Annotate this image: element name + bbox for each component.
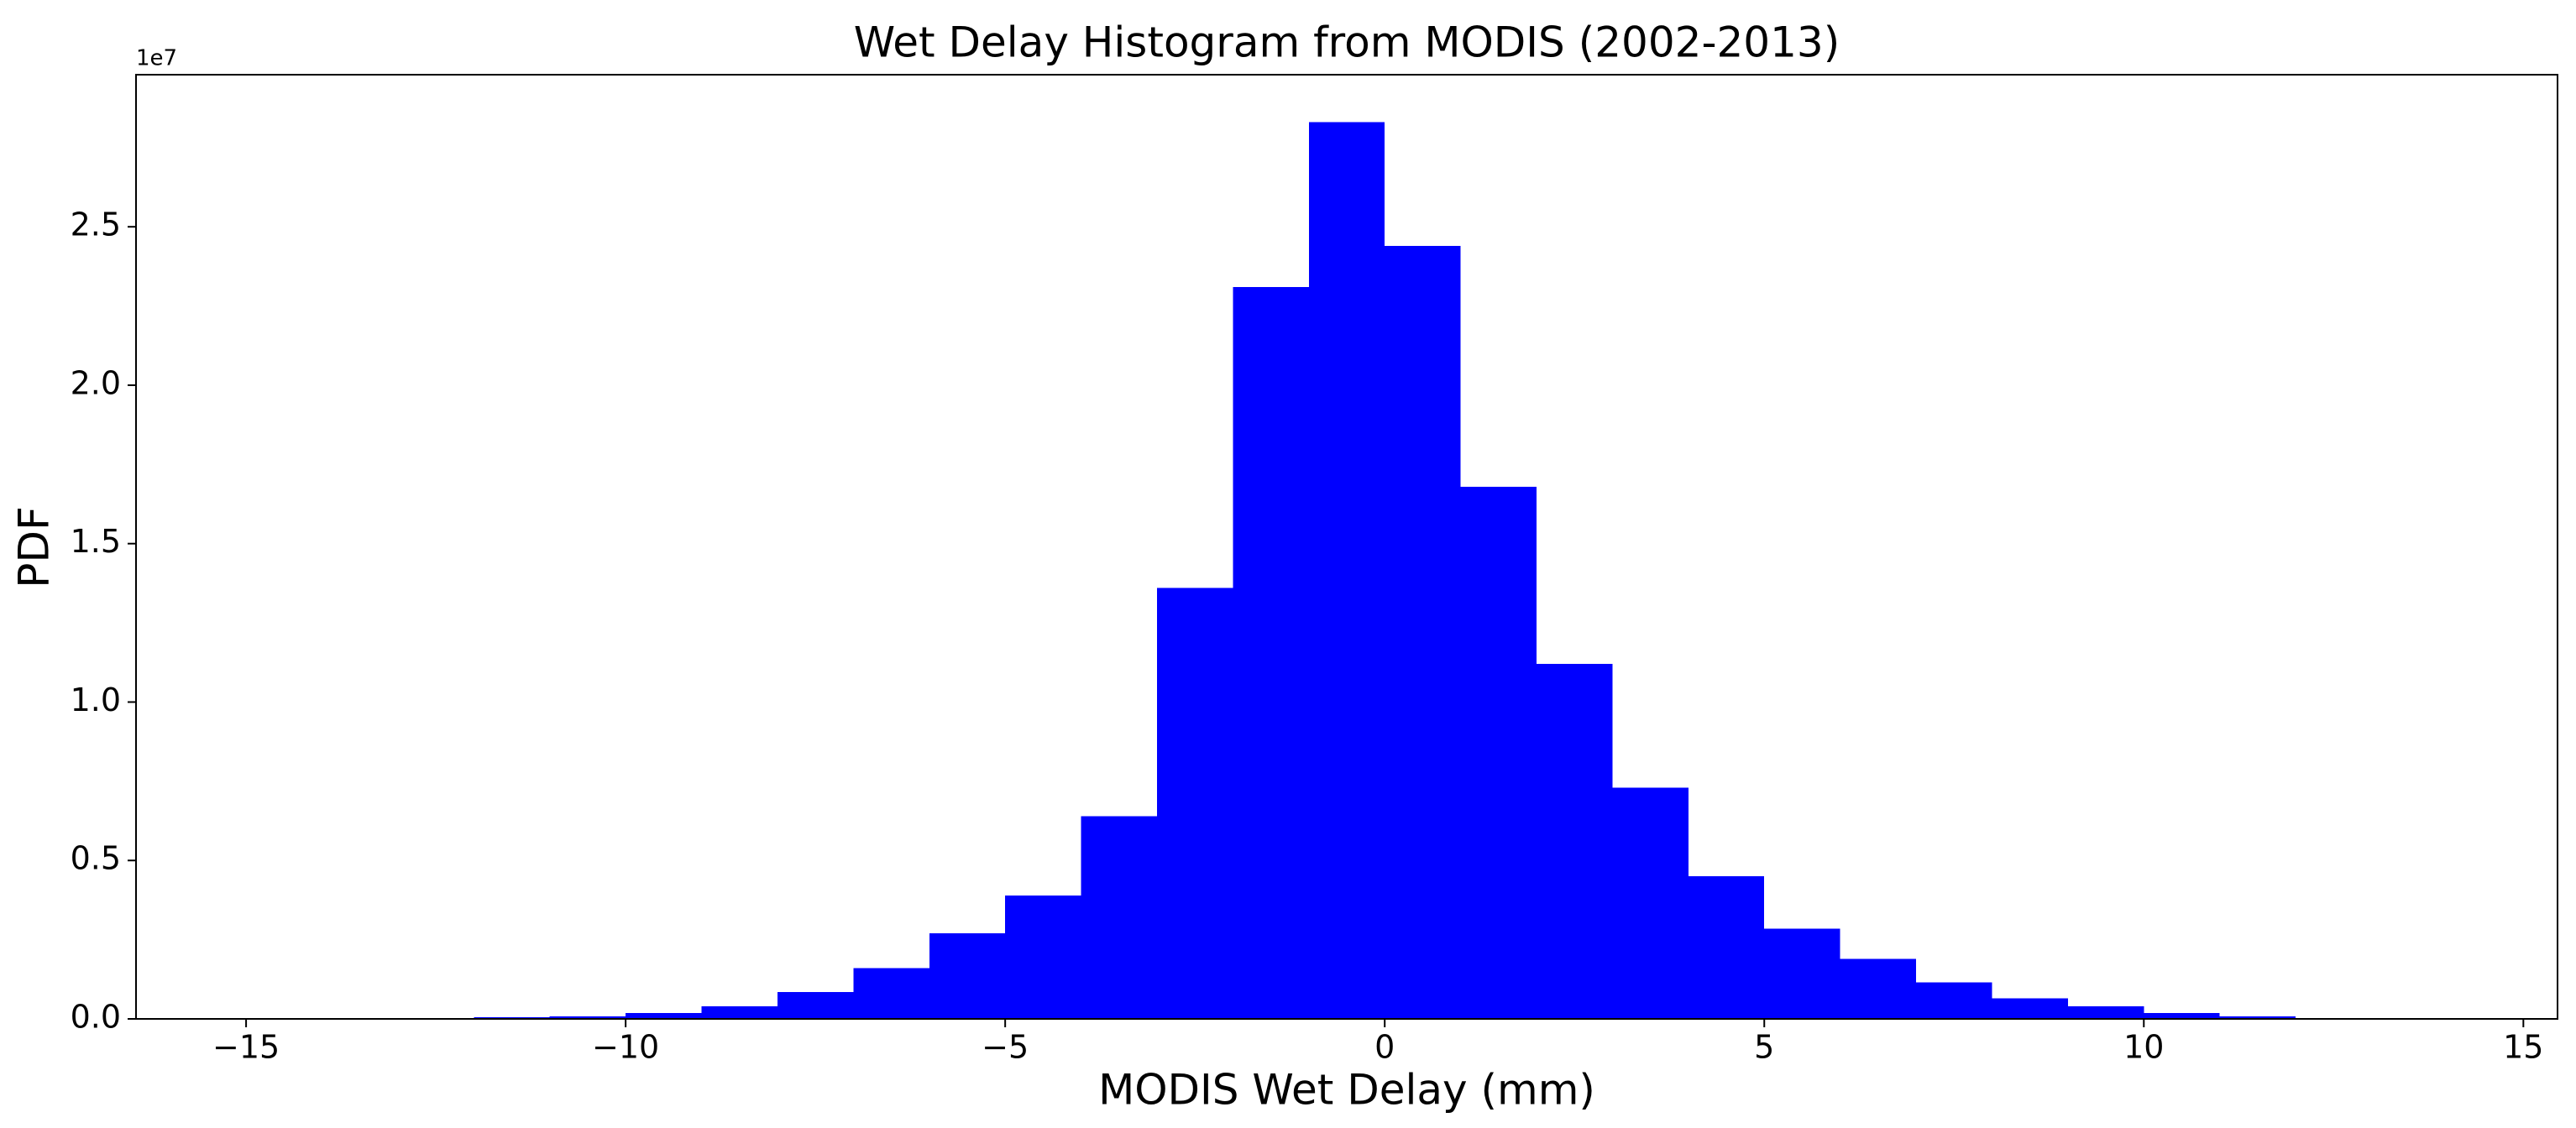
y-tick-label: 0.5 [71, 840, 121, 877]
bar [1005, 895, 1081, 1019]
x-tick-label: 5 [1754, 1029, 1774, 1066]
y-tick-label: 0.0 [71, 999, 121, 1036]
bar [1688, 876, 1765, 1019]
x-tick-label: −15 [212, 1029, 280, 1066]
plot-frame [135, 74, 2558, 1020]
x-tick-label: 15 [2503, 1029, 2543, 1066]
bar [1992, 998, 2068, 1019]
bar [853, 968, 929, 1019]
y-tick-label: 1.0 [71, 682, 121, 718]
bar [1764, 928, 1840, 1019]
bar [1156, 588, 1233, 1019]
x-tick-label: −5 [982, 1029, 1029, 1066]
bar [1916, 982, 1992, 1019]
x-tick-label: 0 [1374, 1029, 1395, 1066]
bar [2219, 1016, 2296, 1019]
bar [1308, 122, 1385, 1019]
bar [1385, 245, 1461, 1019]
bar [626, 1013, 702, 1019]
y-tick-label: 1.5 [71, 523, 121, 560]
chart-title: Wet Delay Histogram from MODIS (2002-201… [854, 18, 1840, 67]
bar [701, 1005, 778, 1019]
bar [1460, 486, 1537, 1019]
y-tick-label: 2.0 [71, 364, 121, 401]
x-tick-label: −10 [592, 1029, 659, 1066]
bar [1840, 958, 1917, 1019]
bar [1233, 286, 1309, 1019]
bar [2144, 1013, 2220, 1019]
bar [777, 991, 854, 1019]
y-offset-label: 1e7 [136, 46, 177, 71]
y-tick-label: 2.5 [71, 206, 121, 243]
bar [2067, 1005, 2144, 1019]
bar [549, 1016, 626, 1019]
bar [1612, 787, 1689, 1019]
x-axis-label: MODIS Wet Delay (mm) [1098, 1066, 1595, 1115]
bar [1537, 664, 1613, 1019]
bar [929, 933, 1006, 1019]
bar [1081, 816, 1157, 1019]
y-axis-label: PDF [10, 506, 59, 588]
x-tick-label: 10 [2123, 1029, 2164, 1066]
